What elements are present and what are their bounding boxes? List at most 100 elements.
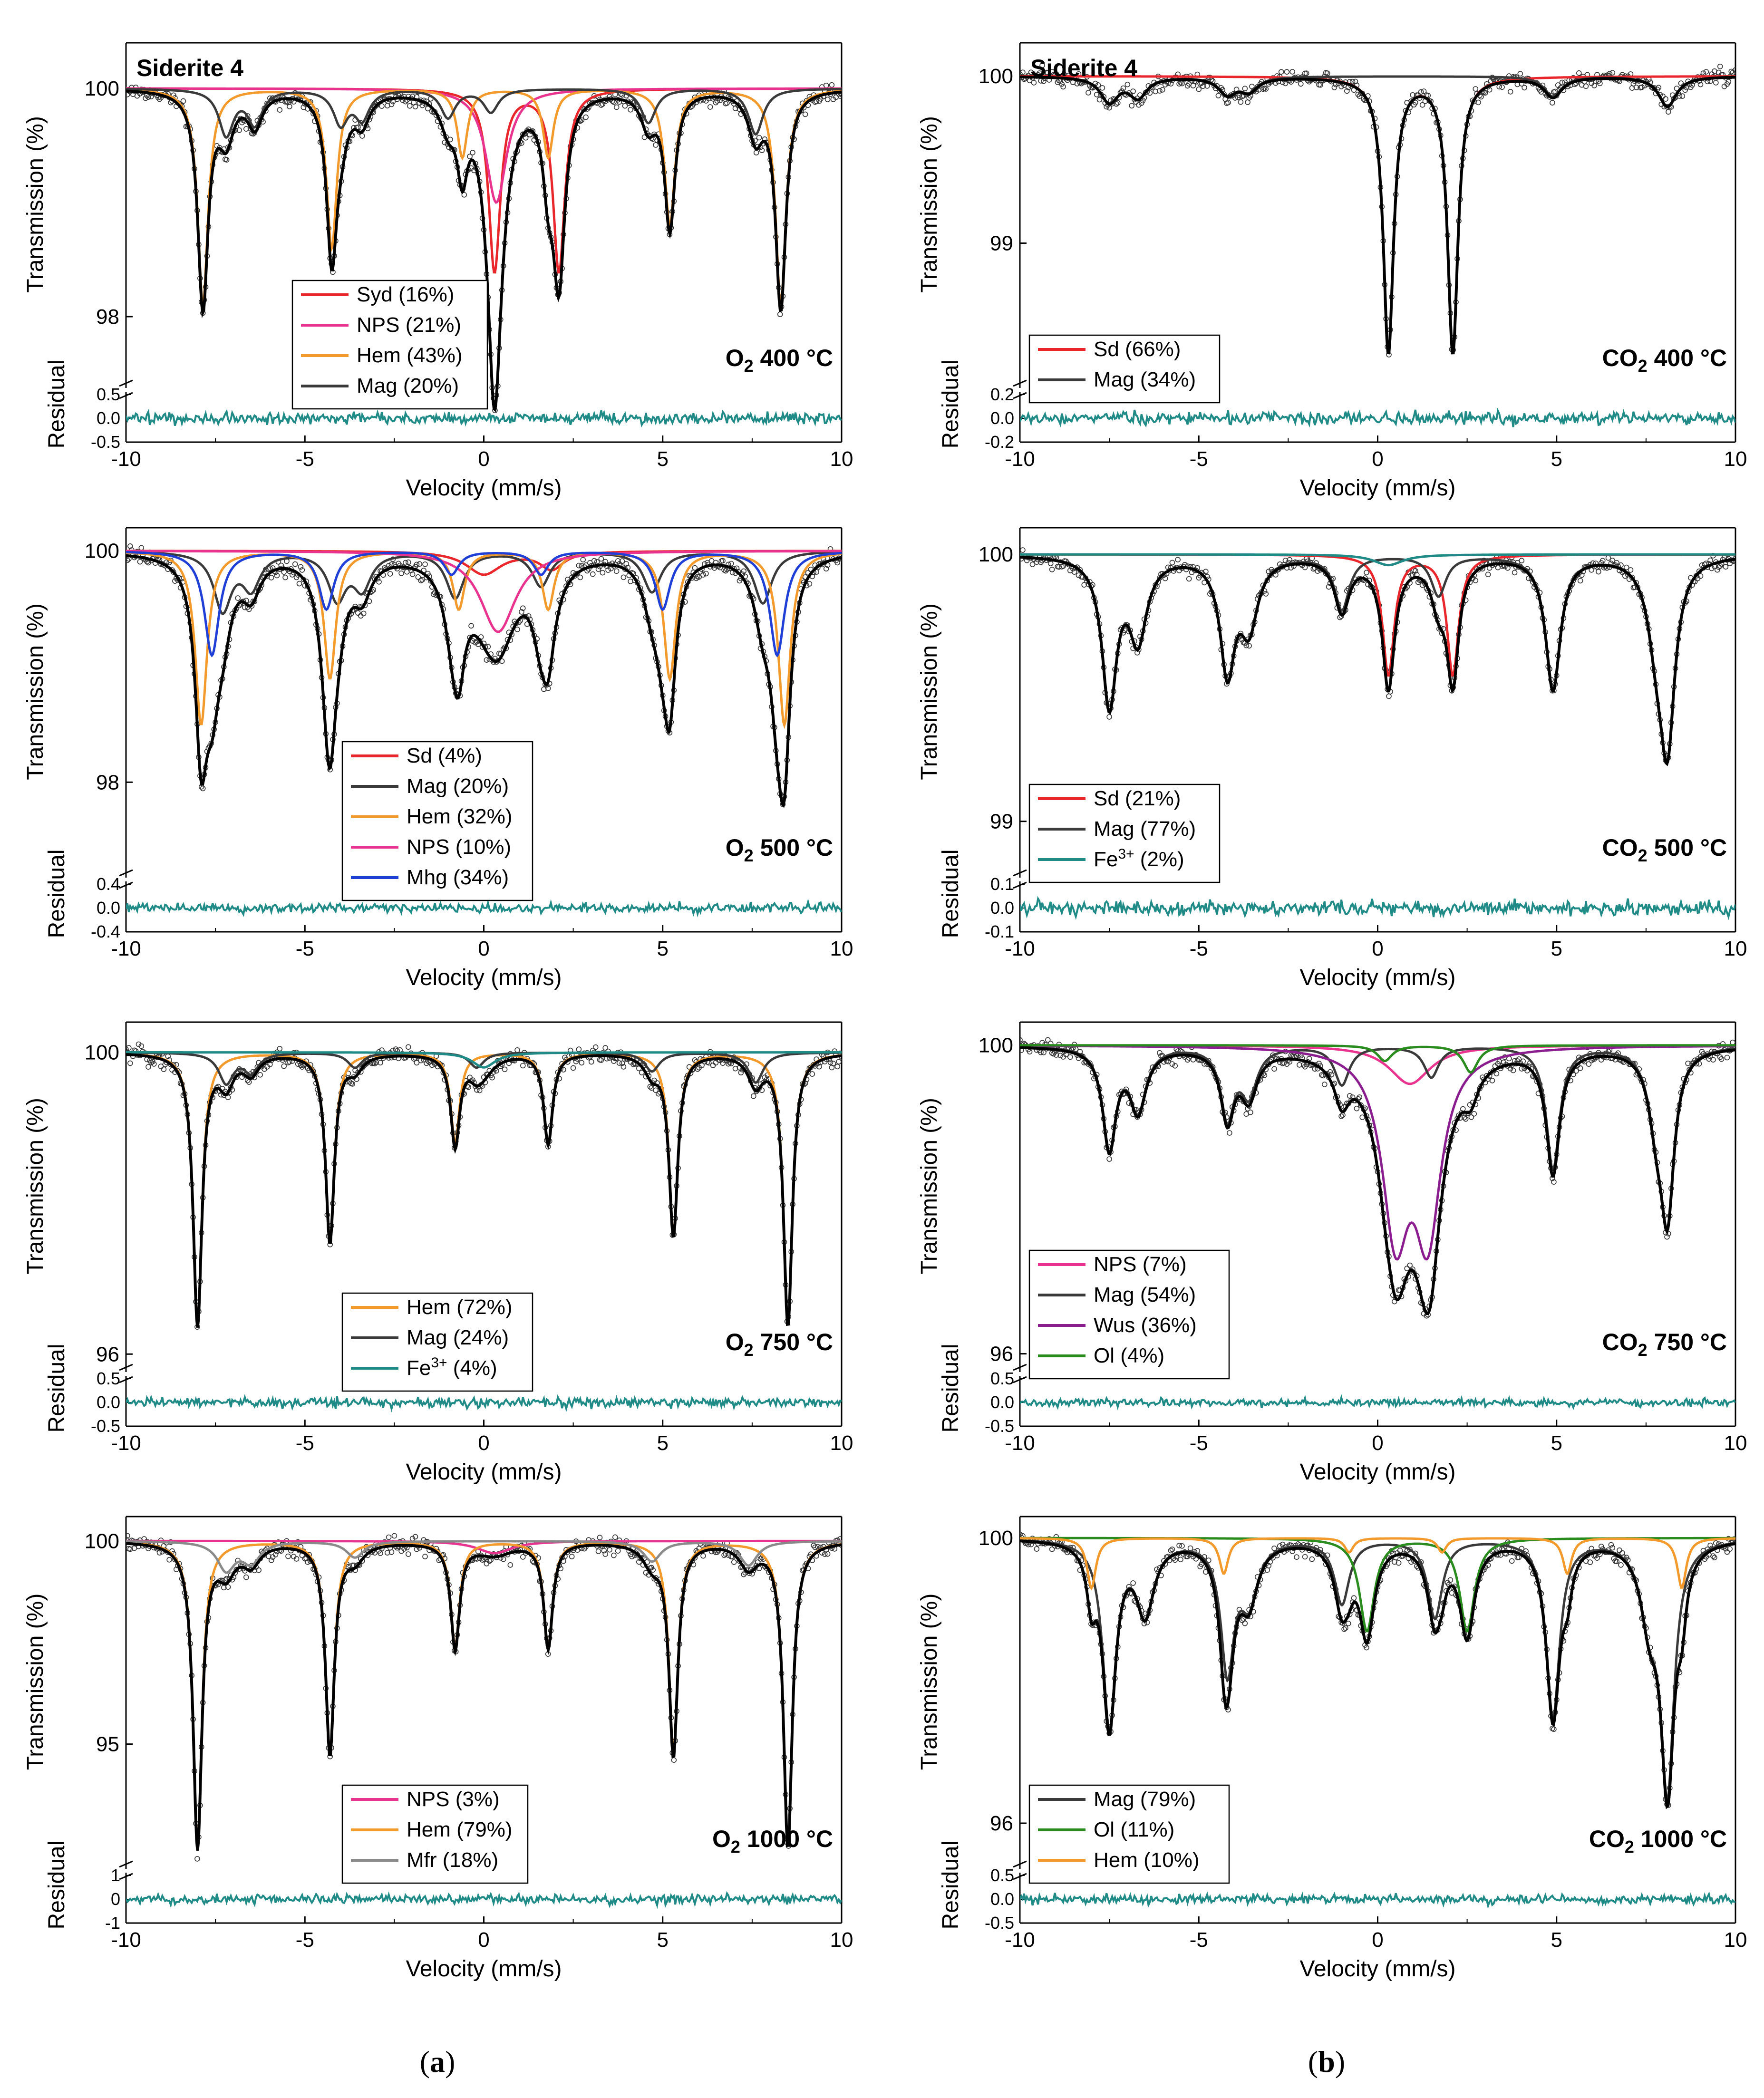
data-point (600, 570, 606, 576)
data-point (616, 1060, 622, 1066)
data-point (653, 142, 659, 148)
data-point (1576, 70, 1582, 76)
data-point (1609, 558, 1616, 563)
residual-tick-label: -0.5 (985, 1416, 1014, 1436)
chart-a1: -10 -5 0 5 10 98 100 0.5 0.0 -0.5 Velocity (mm/s) T… (23, 42, 853, 501)
data-point (837, 93, 842, 99)
x-tick-label: -10 (1005, 447, 1035, 471)
data-point (1639, 84, 1645, 90)
data-point (235, 595, 241, 601)
data-point (398, 570, 404, 576)
data-point (1215, 93, 1221, 98)
data-point (1727, 1546, 1733, 1552)
data-point (257, 1072, 263, 1078)
data-point (376, 579, 382, 585)
data-point (1186, 576, 1192, 582)
data-point (1343, 1625, 1348, 1631)
x-tick-label: 5 (657, 1928, 669, 1952)
data-point (1232, 95, 1238, 101)
data-point (824, 1551, 831, 1557)
data-point (1049, 567, 1055, 572)
data-point (1322, 1082, 1328, 1087)
data-point (1287, 557, 1293, 563)
data-point (1199, 1561, 1204, 1567)
data-point (1618, 1562, 1624, 1568)
data-point (806, 581, 813, 587)
data-point (1633, 85, 1639, 90)
residual-tick-label: -0.5 (985, 1913, 1014, 1933)
residual-tick-label: 0.0 (97, 898, 120, 918)
component-line-wus (1020, 1044, 1735, 1261)
data-point (1028, 69, 1034, 75)
data-point (1031, 80, 1037, 86)
data-point (1505, 565, 1511, 571)
data-point (391, 1533, 397, 1539)
x-tick-label: -10 (1005, 1928, 1035, 1952)
data-point (1020, 69, 1026, 75)
data-point (265, 1553, 271, 1559)
residual-axis-label: Residual (938, 1841, 963, 1930)
residual-tick-label: 0.5 (990, 1866, 1014, 1885)
x-axis-label: Velocity (mm/s) (406, 475, 562, 501)
data-point (732, 1065, 738, 1072)
data-point (1577, 1065, 1583, 1071)
data-point (489, 1074, 495, 1081)
data-point (1130, 88, 1136, 94)
residual-tick-label: -1 (105, 1913, 120, 1933)
data-point (523, 135, 529, 141)
x-tick-label: -5 (296, 1431, 314, 1455)
x-tick-label: 10 (1724, 1431, 1747, 1455)
plot-area (1020, 1037, 1735, 1411)
data-point (732, 106, 738, 111)
data-point (277, 1046, 283, 1052)
data-point (520, 605, 526, 611)
residual-line (126, 899, 842, 918)
component-line-fe3 (1020, 553, 1735, 567)
data-point (1628, 567, 1634, 573)
y-tick-label: 99 (990, 810, 1013, 833)
data-point (387, 571, 393, 577)
y-axis-label: Transmission (%) (23, 1594, 48, 1770)
data-point (1586, 1061, 1592, 1067)
data-point (127, 1060, 133, 1066)
data-point (1408, 1559, 1414, 1565)
legend-entry: Mag (77%) (1094, 817, 1196, 841)
residual-tick-label: 0.0 (97, 1392, 120, 1412)
total-fit-line (126, 1542, 842, 1851)
chart-b2: -10 -5 0 5 10 99 100 0.1 0.0 -0.1 Velocity (mm/s) T… (917, 527, 1747, 990)
data-point (601, 1547, 607, 1554)
data-point (412, 1534, 418, 1540)
data-point (1517, 71, 1523, 77)
data-point (1106, 1156, 1112, 1162)
data-point (1284, 69, 1290, 75)
residual-axis-label: Residual (938, 1344, 963, 1433)
data-point (372, 1061, 378, 1066)
plot-area (126, 1041, 842, 1412)
data-point (1289, 69, 1295, 75)
data-point (296, 580, 302, 587)
data-point (1614, 1558, 1619, 1565)
chart-title: Siderite 4 (1030, 55, 1137, 81)
data-point (1147, 90, 1153, 96)
y-tick-label: 100 (979, 1034, 1013, 1057)
data-point (1351, 1595, 1357, 1601)
y-tick-label: 100 (85, 77, 119, 100)
data-point (405, 559, 411, 565)
data-point (527, 132, 533, 138)
plot-area (1020, 62, 1735, 428)
data-point (720, 558, 726, 564)
data-point (1397, 1547, 1403, 1554)
data-point (1120, 85, 1126, 91)
total-fit-line (1020, 75, 1735, 355)
data-point (545, 686, 551, 691)
axis-break-mark (1013, 881, 1027, 889)
data-point (580, 557, 586, 562)
data-point (126, 1533, 130, 1539)
data-point (809, 1071, 815, 1077)
legend-entry: Fe3+ (2%) (1094, 846, 1184, 871)
data-point (1461, 1115, 1467, 1121)
data-points (1020, 62, 1735, 358)
data-point (1697, 573, 1704, 579)
data-point (1713, 1540, 1719, 1546)
data-point (1710, 1553, 1716, 1559)
